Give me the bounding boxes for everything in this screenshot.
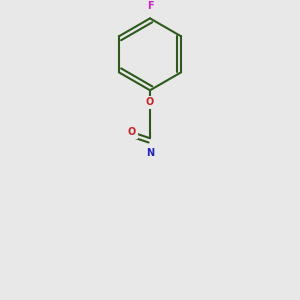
Text: N: N [146,148,154,158]
Text: O: O [128,127,136,137]
Text: O: O [146,97,154,107]
Text: F: F [147,2,153,11]
